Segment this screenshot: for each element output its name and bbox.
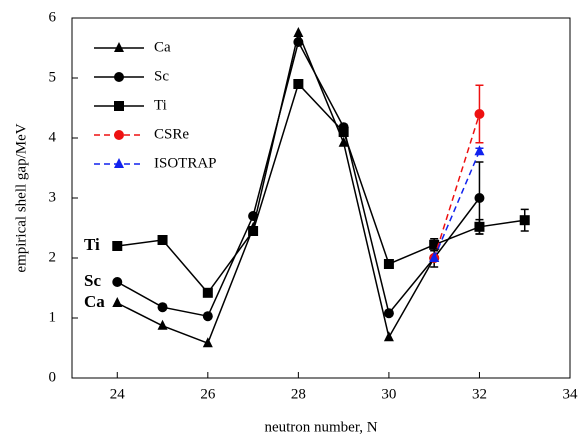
series-line xyxy=(117,82,525,295)
y-tick-label: 6 xyxy=(49,9,57,25)
y-tick-label: 0 xyxy=(49,369,57,385)
x-tick-label: 26 xyxy=(200,386,216,402)
data-point xyxy=(248,226,259,236)
data-point xyxy=(248,211,259,221)
data-point xyxy=(383,331,394,342)
data-point xyxy=(474,221,485,232)
y-tick-label: 5 xyxy=(49,69,57,85)
legend-marker xyxy=(114,158,124,168)
y-tick-label: 2 xyxy=(49,249,57,265)
y-tick-label: 4 xyxy=(49,129,57,145)
data-point xyxy=(474,109,485,119)
legend-label: CSRe xyxy=(154,126,189,142)
legend-marker xyxy=(114,42,124,52)
x-tick-label: 34 xyxy=(563,386,579,402)
legend-label: Ti xyxy=(154,97,167,113)
annotation: Ca xyxy=(84,292,105,311)
data-point xyxy=(429,252,440,262)
annotation: Ti xyxy=(84,235,100,254)
data-point xyxy=(157,302,168,313)
data-point xyxy=(338,127,349,137)
data-point xyxy=(429,239,440,250)
data-point xyxy=(202,337,213,348)
x-tick-label: 28 xyxy=(291,386,306,402)
plot-frame xyxy=(71,17,571,379)
legend-marker xyxy=(114,72,124,82)
series-line xyxy=(433,113,481,259)
data-point xyxy=(202,287,213,298)
data-point xyxy=(293,79,304,89)
data-point xyxy=(157,319,168,330)
x-axis-label: neutron number, N xyxy=(264,419,377,435)
y-axis-label: empirical shell gap/MeV xyxy=(13,123,29,272)
data-point xyxy=(383,259,394,269)
x-tick-label: 24 xyxy=(110,386,126,402)
x-tick-label: 30 xyxy=(381,386,396,402)
data-point xyxy=(112,241,123,251)
data-point xyxy=(338,136,349,147)
legend-marker xyxy=(114,101,124,111)
data-point xyxy=(293,37,304,47)
legend-label: Ca xyxy=(154,39,171,55)
data-point xyxy=(519,215,530,226)
data-point xyxy=(474,145,485,156)
data-point xyxy=(474,193,485,203)
data-point xyxy=(202,311,213,322)
data-point xyxy=(112,297,123,307)
data-point xyxy=(293,27,304,37)
x-tick-label: 32 xyxy=(472,386,487,402)
legend-label: ISOTRAP xyxy=(154,155,217,171)
legend-label: Sc xyxy=(154,68,169,84)
data-point xyxy=(383,308,394,319)
data-point xyxy=(112,277,123,287)
annotation: Sc xyxy=(84,271,101,290)
legend-marker xyxy=(114,130,124,140)
y-tick-label: 3 xyxy=(49,189,57,205)
y-tick-label: 1 xyxy=(49,309,57,325)
data-point xyxy=(157,235,168,245)
